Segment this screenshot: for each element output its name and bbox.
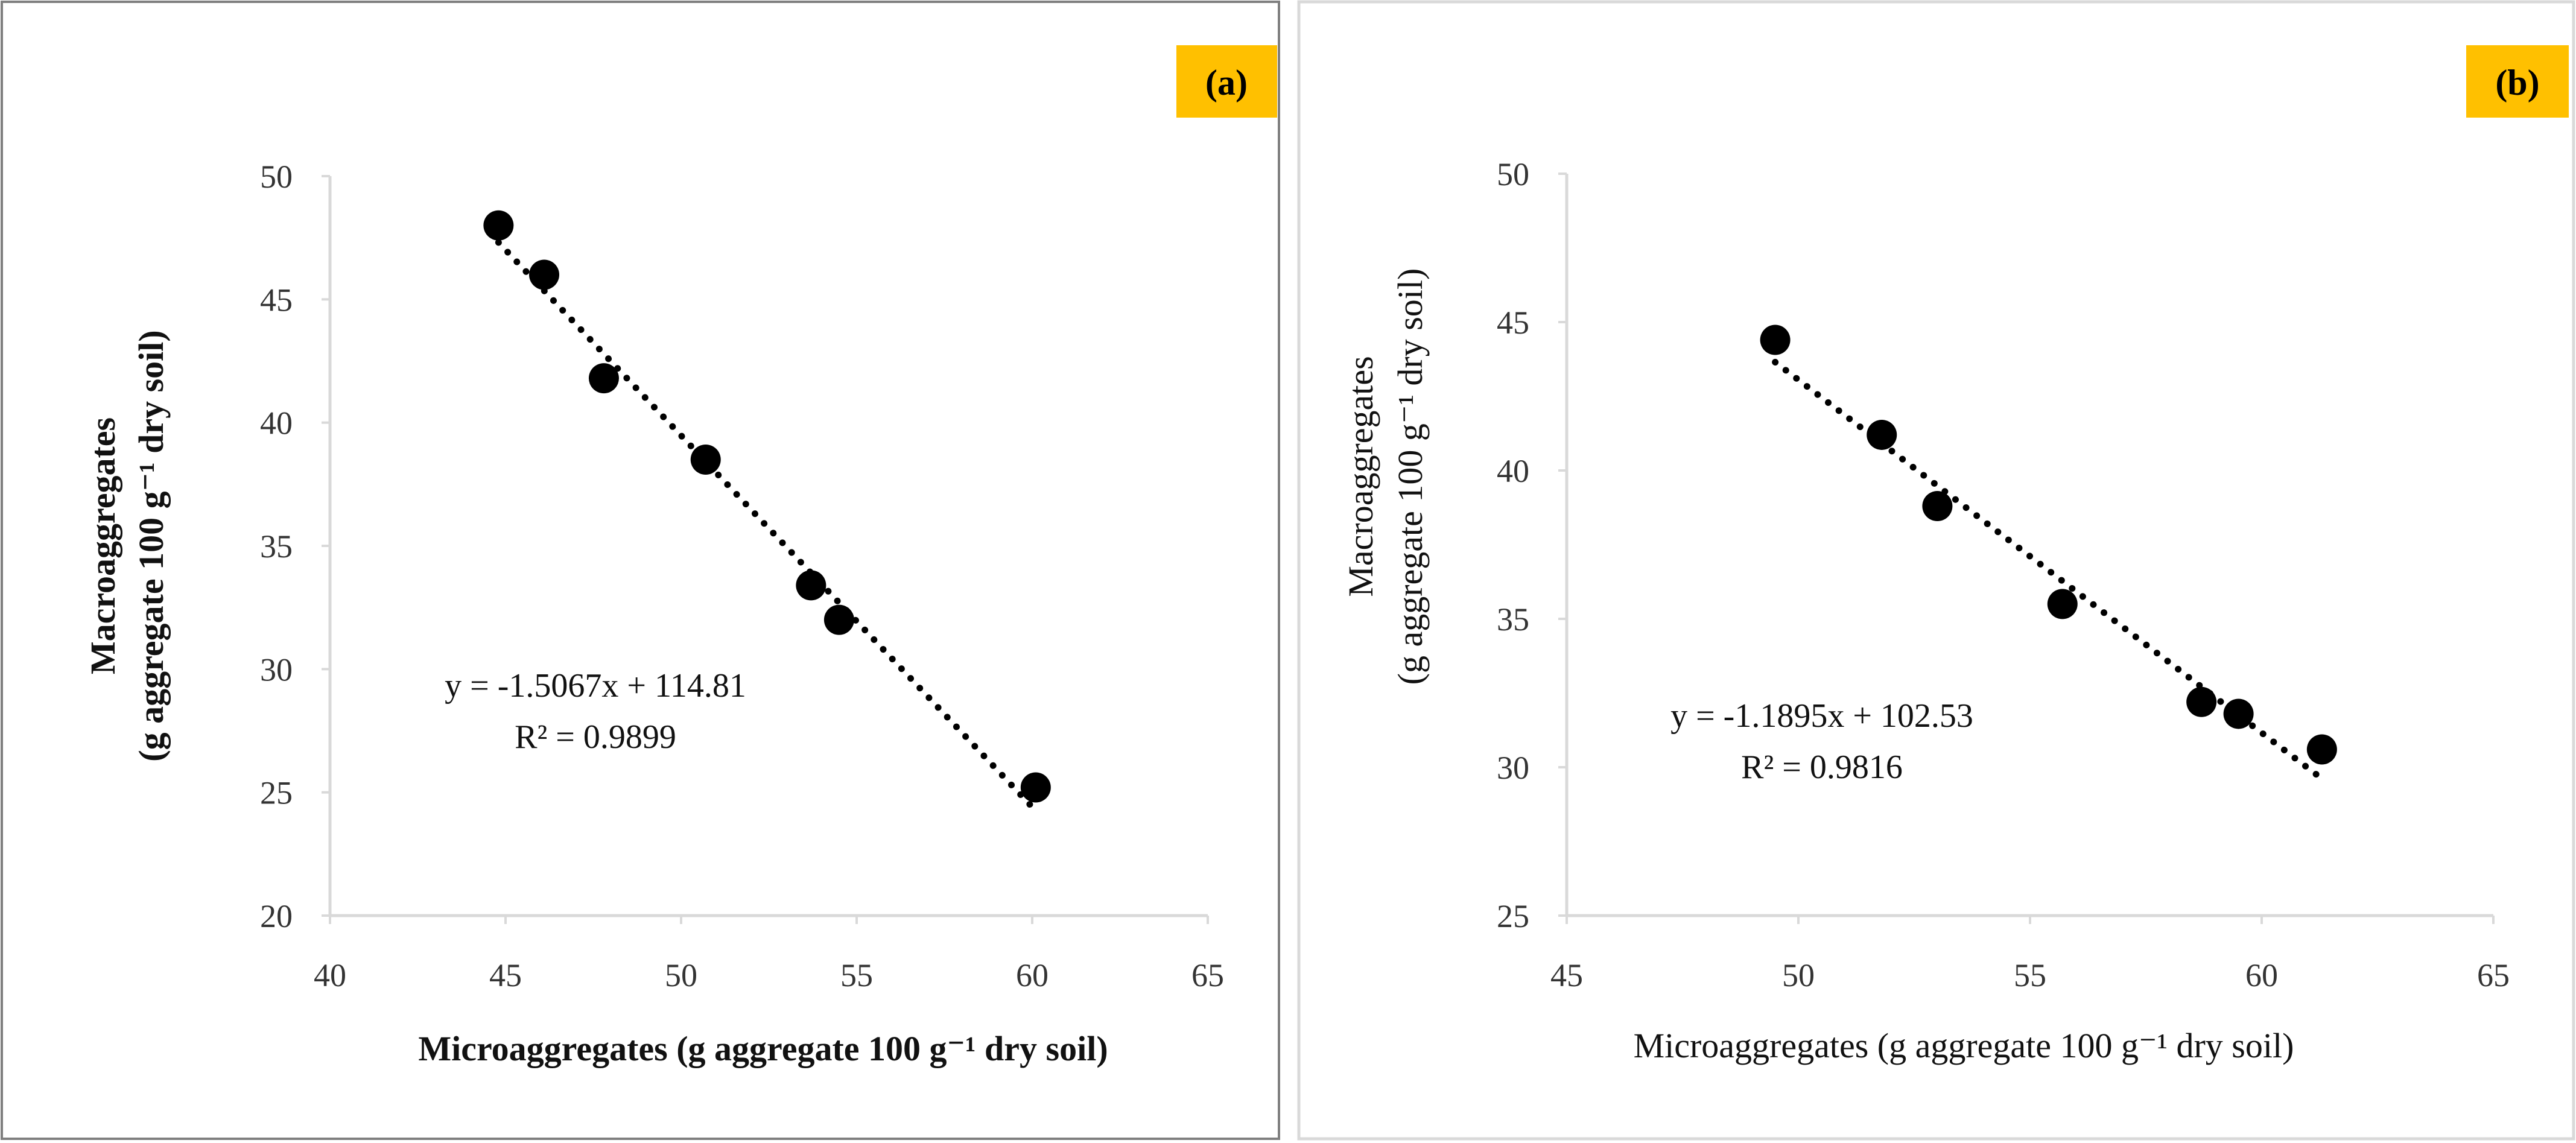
- x-tick-label-a: 55: [840, 957, 873, 993]
- data-point-a-7: [1020, 772, 1051, 803]
- r-squared-b: R² = 0.9816: [1741, 749, 1903, 786]
- data-point-a-1: [483, 210, 514, 241]
- data-point-a-5: [796, 570, 826, 601]
- trend-equation-a: y = -1.5067x + 114.81: [445, 667, 746, 704]
- panel-badge-b: [2466, 45, 2569, 118]
- chart-panel-a: (a) 20 25 30 35 40 45 50 40 45 50 55 60 65 y = -1.50…: [0, 0, 1283, 1143]
- r-squared-a: R² = 0.9899: [515, 718, 676, 756]
- data-point-a-4: [690, 444, 721, 475]
- data-point-b-5: [2186, 686, 2217, 717]
- plot-area-b: 25 30 35 40 45 50 45 50 55 60 65: [1497, 156, 2510, 993]
- data-point-a-3: [588, 363, 619, 394]
- y-axis-title-a-line2: (g aggregate 100 g⁻¹ dry soil): [132, 330, 171, 761]
- y-tick-label-a: 40: [260, 405, 293, 442]
- panel-label-b: (b): [2495, 63, 2539, 103]
- data-point-b-4: [2047, 589, 2078, 619]
- y-tick-label-a: 30: [260, 651, 293, 688]
- y-tick-label-a: 20: [260, 898, 293, 934]
- x-axis-title-b: Microaggregates (g aggregate 100 g⁻¹ dry…: [1634, 1026, 2294, 1065]
- y-tick-label-a: 25: [260, 775, 293, 811]
- y-tick-label-b: 35: [1497, 601, 1529, 638]
- y-axis-title-b-line1: Macroaggregates: [1341, 356, 1380, 597]
- y-tick-label-b: 50: [1497, 156, 1529, 192]
- x-tick-label-a: 45: [489, 957, 522, 993]
- x-tick-label-b: 50: [1782, 957, 1815, 993]
- y-axis-title-b-line2: (g aggregate 100 g⁻¹ dry soil): [1391, 268, 1430, 685]
- y-tick-label-b: 45: [1497, 305, 1529, 341]
- panel-frame-a: [1, 1, 1280, 1140]
- x-tick-label-a: 60: [1016, 957, 1048, 993]
- y-tick-label-b: 40: [1497, 453, 1529, 489]
- data-point-b-6: [2223, 698, 2254, 729]
- chart-panel-b: (b) 25 30 35 40 45 50 45 50 55 60 65 y = -1.1895x …: [1297, 0, 2576, 1143]
- panel-badge-a: [1176, 45, 1277, 118]
- data-point-b-2: [1867, 419, 1897, 450]
- y-tick-label-b: 25: [1497, 898, 1529, 934]
- scatter-chart-a: (a) 20 25 30 35 40 45 50 40 45 50 55 60 65 y = -1.50…: [1, 1, 1280, 1140]
- y-tick-label-a: 35: [260, 528, 293, 565]
- x-tick-label-a: 65: [1191, 957, 1224, 993]
- trend-equation-b: y = -1.1895x + 102.53: [1670, 697, 1973, 735]
- x-tick-label-b: 45: [1550, 957, 1583, 993]
- scatter-chart-b: (b) 25 30 35 40 45 50 45 50 55 60 65 y = -1.1895x …: [1297, 0, 2575, 1141]
- x-tick-label-b: 55: [2014, 957, 2046, 993]
- data-point-b-7: [2306, 734, 2337, 765]
- x-tick-label-a: 50: [665, 957, 697, 993]
- plot-area-a: 20 25 30 35 40 45 50 40 45 50 55 60 65: [260, 159, 1224, 993]
- y-tick-label-a: 50: [260, 159, 293, 195]
- x-axis-title-a: Microaggregates (g aggregate 100 g⁻¹ dry…: [418, 1029, 1108, 1068]
- panel-label-a: (a): [1205, 63, 1248, 103]
- data-point-b-3: [1922, 491, 1953, 522]
- x-tick-label-b: 65: [2477, 957, 2510, 993]
- trendline-a: [495, 239, 1039, 814]
- y-tick-label-a: 45: [260, 282, 293, 318]
- data-point-a-6: [823, 604, 854, 635]
- panel-frame-b: [1297, 0, 2575, 1141]
- x-tick-label-b: 60: [2245, 957, 2278, 993]
- data-point-a-2: [529, 259, 560, 290]
- y-axis-title-a-line1: Macroaggregates: [83, 417, 122, 674]
- x-tick-label-a: 40: [314, 957, 346, 993]
- data-point-b-1: [1760, 325, 1791, 355]
- y-tick-label-b: 30: [1497, 750, 1529, 786]
